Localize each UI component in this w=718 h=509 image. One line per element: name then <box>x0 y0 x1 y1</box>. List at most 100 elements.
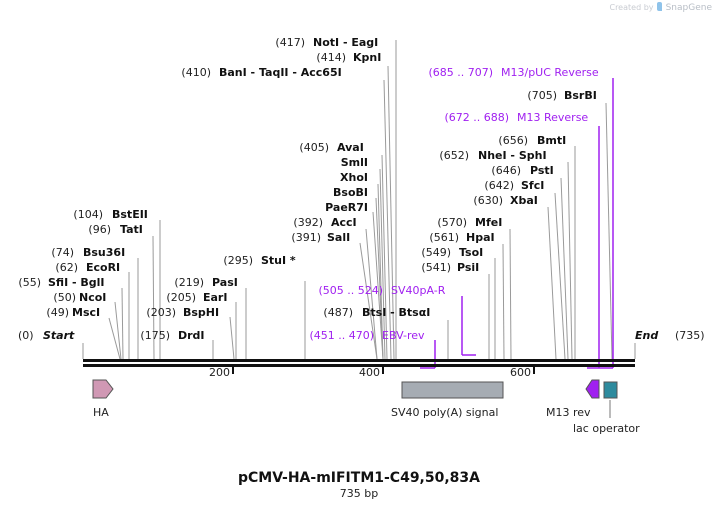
primer-m13-reverse[interactable]: (672 .. 688) M13 Reverse <box>444 111 588 124</box>
svg-text:SV40pA-R: SV40pA-R <box>391 284 446 297</box>
m13-rev-feature-arrow[interactable] <box>585 379 600 399</box>
enzyme-cut-lines <box>82 40 636 360</box>
enzyme-mfeI[interactable]: (570) MfeI <box>437 216 502 229</box>
svg-text:BstEII: BstEII <box>112 208 148 221</box>
svg-text:(104): (104) <box>73 208 103 221</box>
svg-text:(487): (487) <box>323 306 353 319</box>
enzyme-bmtI[interactable]: (656) BmtI <box>498 134 566 147</box>
enzyme-psiI[interactable]: (541) PsiI <box>421 261 479 274</box>
primer-lines <box>420 78 614 369</box>
feature-label-sv40: SV40 poly(A) signal <box>391 406 498 419</box>
svg-text:(505 .. 524): (505 .. 524) <box>318 284 383 297</box>
tick-600: 600 <box>510 366 531 379</box>
svg-text:(205): (205) <box>166 291 196 304</box>
tick-200: 200 <box>209 366 230 379</box>
enzyme-xhoI[interactable]: XhoI <box>340 171 368 184</box>
enzyme-bsu36I[interactable]: (74) Bsu36I <box>51 246 125 259</box>
enzyme-bsrBI[interactable]: (705) BsrBI <box>527 89 596 102</box>
enzyme-salI[interactable]: (391) SalI <box>291 231 350 244</box>
map-title: pCMV-HA-mIFITM1-C49,50,83A <box>237 470 480 486</box>
enzyme-kpnI[interactable]: (414) KpnI <box>316 51 381 64</box>
enzyme-mscI[interactable]: (49) MscI <box>46 306 100 319</box>
map-length: 735 bp <box>339 487 379 500</box>
end-label: End <box>635 329 658 342</box>
enzyme-nheI-sphI[interactable]: (652) NheI - SphI <box>439 149 546 162</box>
primer-m13-puc-reverse[interactable]: (685 .. 707) M13/pUC Reverse <box>428 66 598 79</box>
enzyme-paeR7I[interactable]: PaeR7I <box>325 201 368 214</box>
svg-text:BspHI: BspHI <box>183 306 219 319</box>
enzyme-ecoRI[interactable]: (62) EcoRI <box>55 261 120 274</box>
enzyme-notI-eagI[interactable]: (417) NotI - EagI <box>275 36 378 49</box>
enzyme-banI-taqII-acc65I[interactable]: (410) BanI - TaqII - Acc65I <box>181 66 341 79</box>
tick-400: 400 <box>359 366 380 379</box>
svg-text:(541): (541) <box>421 261 451 274</box>
enzyme-stuI[interactable]: (295) StuI * <box>223 254 296 267</box>
enzyme-accI[interactable]: (392) AccI <box>293 216 356 229</box>
svg-text:DrdI: DrdI <box>178 329 205 342</box>
svg-text:(410): (410) <box>181 66 211 79</box>
enzyme-bspHI[interactable]: (203) BspHI <box>146 306 219 319</box>
ha-feature-arrow[interactable] <box>92 379 114 399</box>
svg-text:(451 .. 470): (451 .. 470) <box>309 329 374 342</box>
feature-label-lacop: lac operator <box>573 422 640 435</box>
enzyme-tsoI[interactable]: (549) TsoI <box>421 246 483 259</box>
primer-ebv-rev[interactable]: (451 .. 470) EBV-rev <box>309 329 425 342</box>
start-label: Start <box>43 329 75 342</box>
svg-text:MfeI: MfeI <box>475 216 502 229</box>
enzyme-bsoBI[interactable]: BsoBI <box>333 186 368 199</box>
svg-text:TatI: TatI <box>120 223 143 236</box>
svg-text:EBV-rev: EBV-rev <box>382 329 425 342</box>
svg-text:EcoRI: EcoRI <box>86 261 120 274</box>
svg-text:AccI: AccI <box>331 216 357 229</box>
enzyme-btsI-btsaI[interactable]: (487) BtsI - BtsαI <box>323 306 430 319</box>
enzyme-pstI[interactable]: (646) PstI <box>491 164 553 177</box>
svg-text:(55): (55) <box>18 276 41 289</box>
svg-text:M13 Reverse: M13 Reverse <box>517 111 588 124</box>
svg-text:SfcI: SfcI <box>521 179 544 192</box>
svg-text:PstI: PstI <box>530 164 554 177</box>
svg-text:(96): (96) <box>88 223 111 236</box>
enzyme-earI[interactable]: (205) EarI <box>166 291 227 304</box>
credit-prefix: Created by <box>609 3 654 12</box>
primer-sv40pa-r[interactable]: (505 .. 524) SV40pA-R <box>318 284 445 297</box>
enzyme-xbaI[interactable]: (630) XbaI <box>473 194 537 207</box>
svg-text:(392): (392) <box>293 216 323 229</box>
svg-text:AvaI: AvaI <box>337 141 364 154</box>
svg-text:(672 .. 688): (672 .. 688) <box>444 111 509 124</box>
enzyme-avaI[interactable]: (405) AvaI <box>299 141 363 154</box>
svg-text:TsoI: TsoI <box>459 246 483 259</box>
svg-text:(50): (50) <box>53 291 76 304</box>
svg-text:MscI: MscI <box>72 306 100 319</box>
svg-text:NheI - SphI: NheI - SphI <box>478 149 547 162</box>
svg-text:(561): (561) <box>429 231 459 244</box>
enzyme-pasI[interactable]: (219) PasI <box>174 276 237 289</box>
svg-text:SfiI - BglI: SfiI - BglI <box>48 276 105 289</box>
sv40-polya-feature[interactable] <box>401 381 504 399</box>
svg-text:(391): (391) <box>291 231 321 244</box>
svg-text:StuI *: StuI * <box>261 254 296 267</box>
feature-label-m13rev: M13 rev <box>546 406 591 419</box>
enzyme-sfcI[interactable]: (642) SfcI <box>484 179 544 192</box>
svg-text:(203): (203) <box>146 306 176 319</box>
svg-text:EarI: EarI <box>203 291 227 304</box>
backbone <box>83 359 635 367</box>
svg-text:BmtI: BmtI <box>537 134 566 147</box>
svg-text:(646): (646) <box>491 164 521 177</box>
svg-text:XbaI: XbaI <box>510 194 538 207</box>
lac-operator-feature[interactable] <box>603 381 618 399</box>
enzyme-hpaI[interactable]: (561) HpaI <box>429 231 494 244</box>
enzyme-sfiI-bglI[interactable]: (55) SfiI - BglI <box>18 276 104 289</box>
svg-text:HpaI: HpaI <box>466 231 495 244</box>
enzyme-ncoI[interactable]: (50) NcoI <box>53 291 106 304</box>
enzyme-bstEII[interactable]: (104) BstEII <box>73 208 147 221</box>
svg-text:(219): (219) <box>174 276 204 289</box>
svg-text:M13/pUC Reverse: M13/pUC Reverse <box>501 66 599 79</box>
svg-text:KpnI: KpnI <box>353 51 381 64</box>
enzyme-tatI[interactable]: (96) TatI <box>88 223 142 236</box>
svg-text:(656): (656) <box>498 134 528 147</box>
svg-text:(414): (414) <box>316 51 346 64</box>
svg-text:(295): (295) <box>223 254 253 267</box>
enzyme-drdI[interactable]: (175) DrdI <box>140 329 204 342</box>
enzyme-smlI[interactable]: SmlI <box>341 156 368 169</box>
feature-label-ha: HA <box>93 406 109 419</box>
